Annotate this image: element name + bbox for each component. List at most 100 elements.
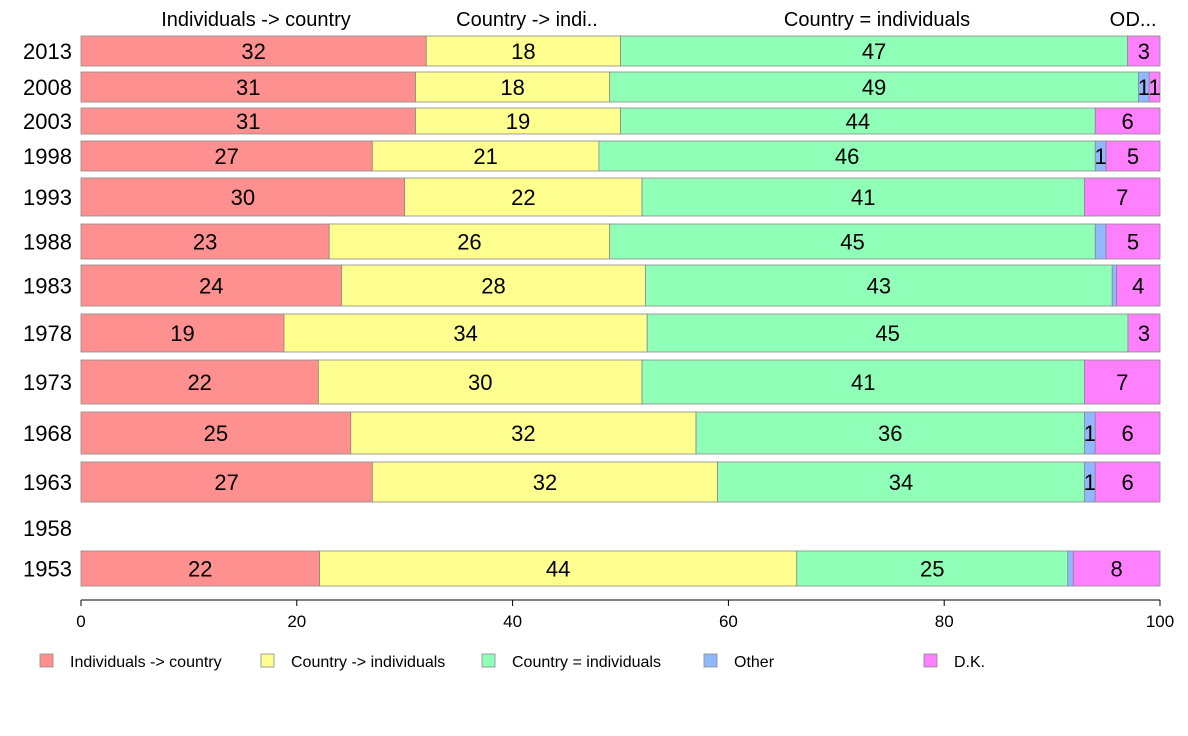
legend-swatch [923, 653, 938, 668]
year-label: 1993 [23, 185, 72, 210]
data-label: 22 [188, 557, 212, 582]
data-label: 36 [878, 421, 902, 446]
data-label: 30 [231, 185, 255, 210]
bar-segment [1127, 313, 1161, 353]
legend-swatch [481, 653, 496, 668]
data-label: 41 [851, 185, 875, 210]
data-label: 45 [875, 321, 899, 346]
data-label: 18 [511, 39, 535, 64]
data-label: 31 [236, 109, 260, 134]
bar-segment [350, 411, 697, 455]
bar-segment [1116, 264, 1161, 307]
bar-segment [609, 223, 1096, 260]
data-label: 4 [1132, 274, 1144, 299]
bar-segment [80, 550, 320, 587]
bar-segment [371, 140, 600, 172]
bar-segment [80, 223, 330, 260]
year-label: 1998 [23, 144, 72, 169]
x-tick-label: 20 [287, 612, 306, 631]
data-label: 26 [457, 230, 481, 255]
data-label: 31 [236, 75, 260, 100]
bar-segment [1111, 264, 1117, 307]
data-label: 6 [1122, 109, 1134, 134]
x-tick-label: 0 [76, 612, 85, 631]
data-label: 30 [468, 370, 492, 395]
bar-segment [1084, 177, 1161, 217]
year-label: 1968 [23, 421, 72, 446]
data-label: 1 [1084, 421, 1096, 446]
bar-segment [695, 411, 1085, 455]
legend-swatch [39, 653, 54, 668]
data-label: 32 [511, 421, 535, 446]
data-label: 3 [1138, 39, 1150, 64]
year-label: 1983 [23, 274, 72, 299]
bar-segment [80, 264, 342, 307]
bar-segment [80, 313, 285, 353]
bar-segment [80, 140, 373, 172]
bar-segment [1094, 107, 1161, 135]
bar-segment [641, 359, 1085, 405]
bar-segment [1067, 550, 1074, 587]
bar-segment [319, 550, 798, 587]
data-label: 32 [533, 470, 557, 495]
bar-segment [598, 140, 1096, 172]
data-label: 21 [473, 144, 497, 169]
bar-segment [1105, 223, 1161, 260]
bar-segment [80, 71, 416, 103]
legend-label: Country -> individuals [291, 654, 445, 671]
data-label: 44 [846, 109, 870, 134]
data-label: 25 [920, 557, 944, 582]
bar-segment [80, 107, 416, 135]
bar-segment [717, 461, 1085, 503]
data-label: 43 [867, 274, 891, 299]
legend-label: Country = individuals [512, 654, 661, 671]
column-header: Country = individuals [784, 9, 970, 31]
bar-segment [1127, 35, 1161, 67]
data-label: 22 [511, 185, 535, 210]
year-label: 2008 [23, 75, 72, 100]
column-header: Individuals -> country [161, 9, 351, 31]
year-label: 1988 [23, 230, 72, 255]
data-label: 24 [199, 274, 223, 299]
data-label: 25 [204, 421, 228, 446]
bar-segment [1072, 550, 1161, 587]
bar-segment [1094, 223, 1107, 260]
bar-segment [415, 71, 611, 103]
data-label: 5 [1127, 230, 1139, 255]
data-label: 34 [889, 470, 913, 495]
legend-swatch [260, 653, 275, 668]
data-label: 7 [1116, 185, 1128, 210]
year-label: 1958 [23, 516, 72, 541]
data-label: 41 [851, 370, 875, 395]
bar-segment [1148, 71, 1161, 103]
legend-swatch [703, 653, 718, 668]
year-label: 1978 [23, 321, 72, 346]
bar-segment [1084, 359, 1161, 405]
bar-segment [1094, 411, 1161, 455]
x-tick-label: 80 [935, 612, 954, 631]
year-label: 2003 [23, 109, 72, 134]
legend-label: Other [734, 654, 775, 671]
x-tick-label: 100 [1146, 612, 1174, 631]
data-label: 27 [214, 144, 238, 169]
data-label: 7 [1116, 370, 1128, 395]
x-tick-label: 60 [719, 612, 738, 631]
data-label: 8 [1110, 557, 1122, 582]
bar-segment [646, 313, 1129, 353]
data-label: 22 [187, 370, 211, 395]
data-label: 18 [500, 75, 524, 100]
data-label: 34 [453, 321, 477, 346]
x-tick-label: 40 [503, 612, 522, 631]
column-header: D... [1125, 9, 1156, 31]
data-label: 32 [241, 39, 265, 64]
bar-segment [796, 550, 1069, 587]
year-label: 1973 [23, 370, 72, 395]
bar-segment [341, 264, 646, 307]
bar-segment [645, 264, 1113, 307]
data-label: 46 [835, 144, 859, 169]
column-header: Country -> indi.. [456, 9, 598, 31]
year-label: 1963 [23, 470, 72, 495]
data-label: 19 [506, 109, 530, 134]
data-label: 47 [862, 39, 886, 64]
data-label: 19 [170, 321, 194, 346]
